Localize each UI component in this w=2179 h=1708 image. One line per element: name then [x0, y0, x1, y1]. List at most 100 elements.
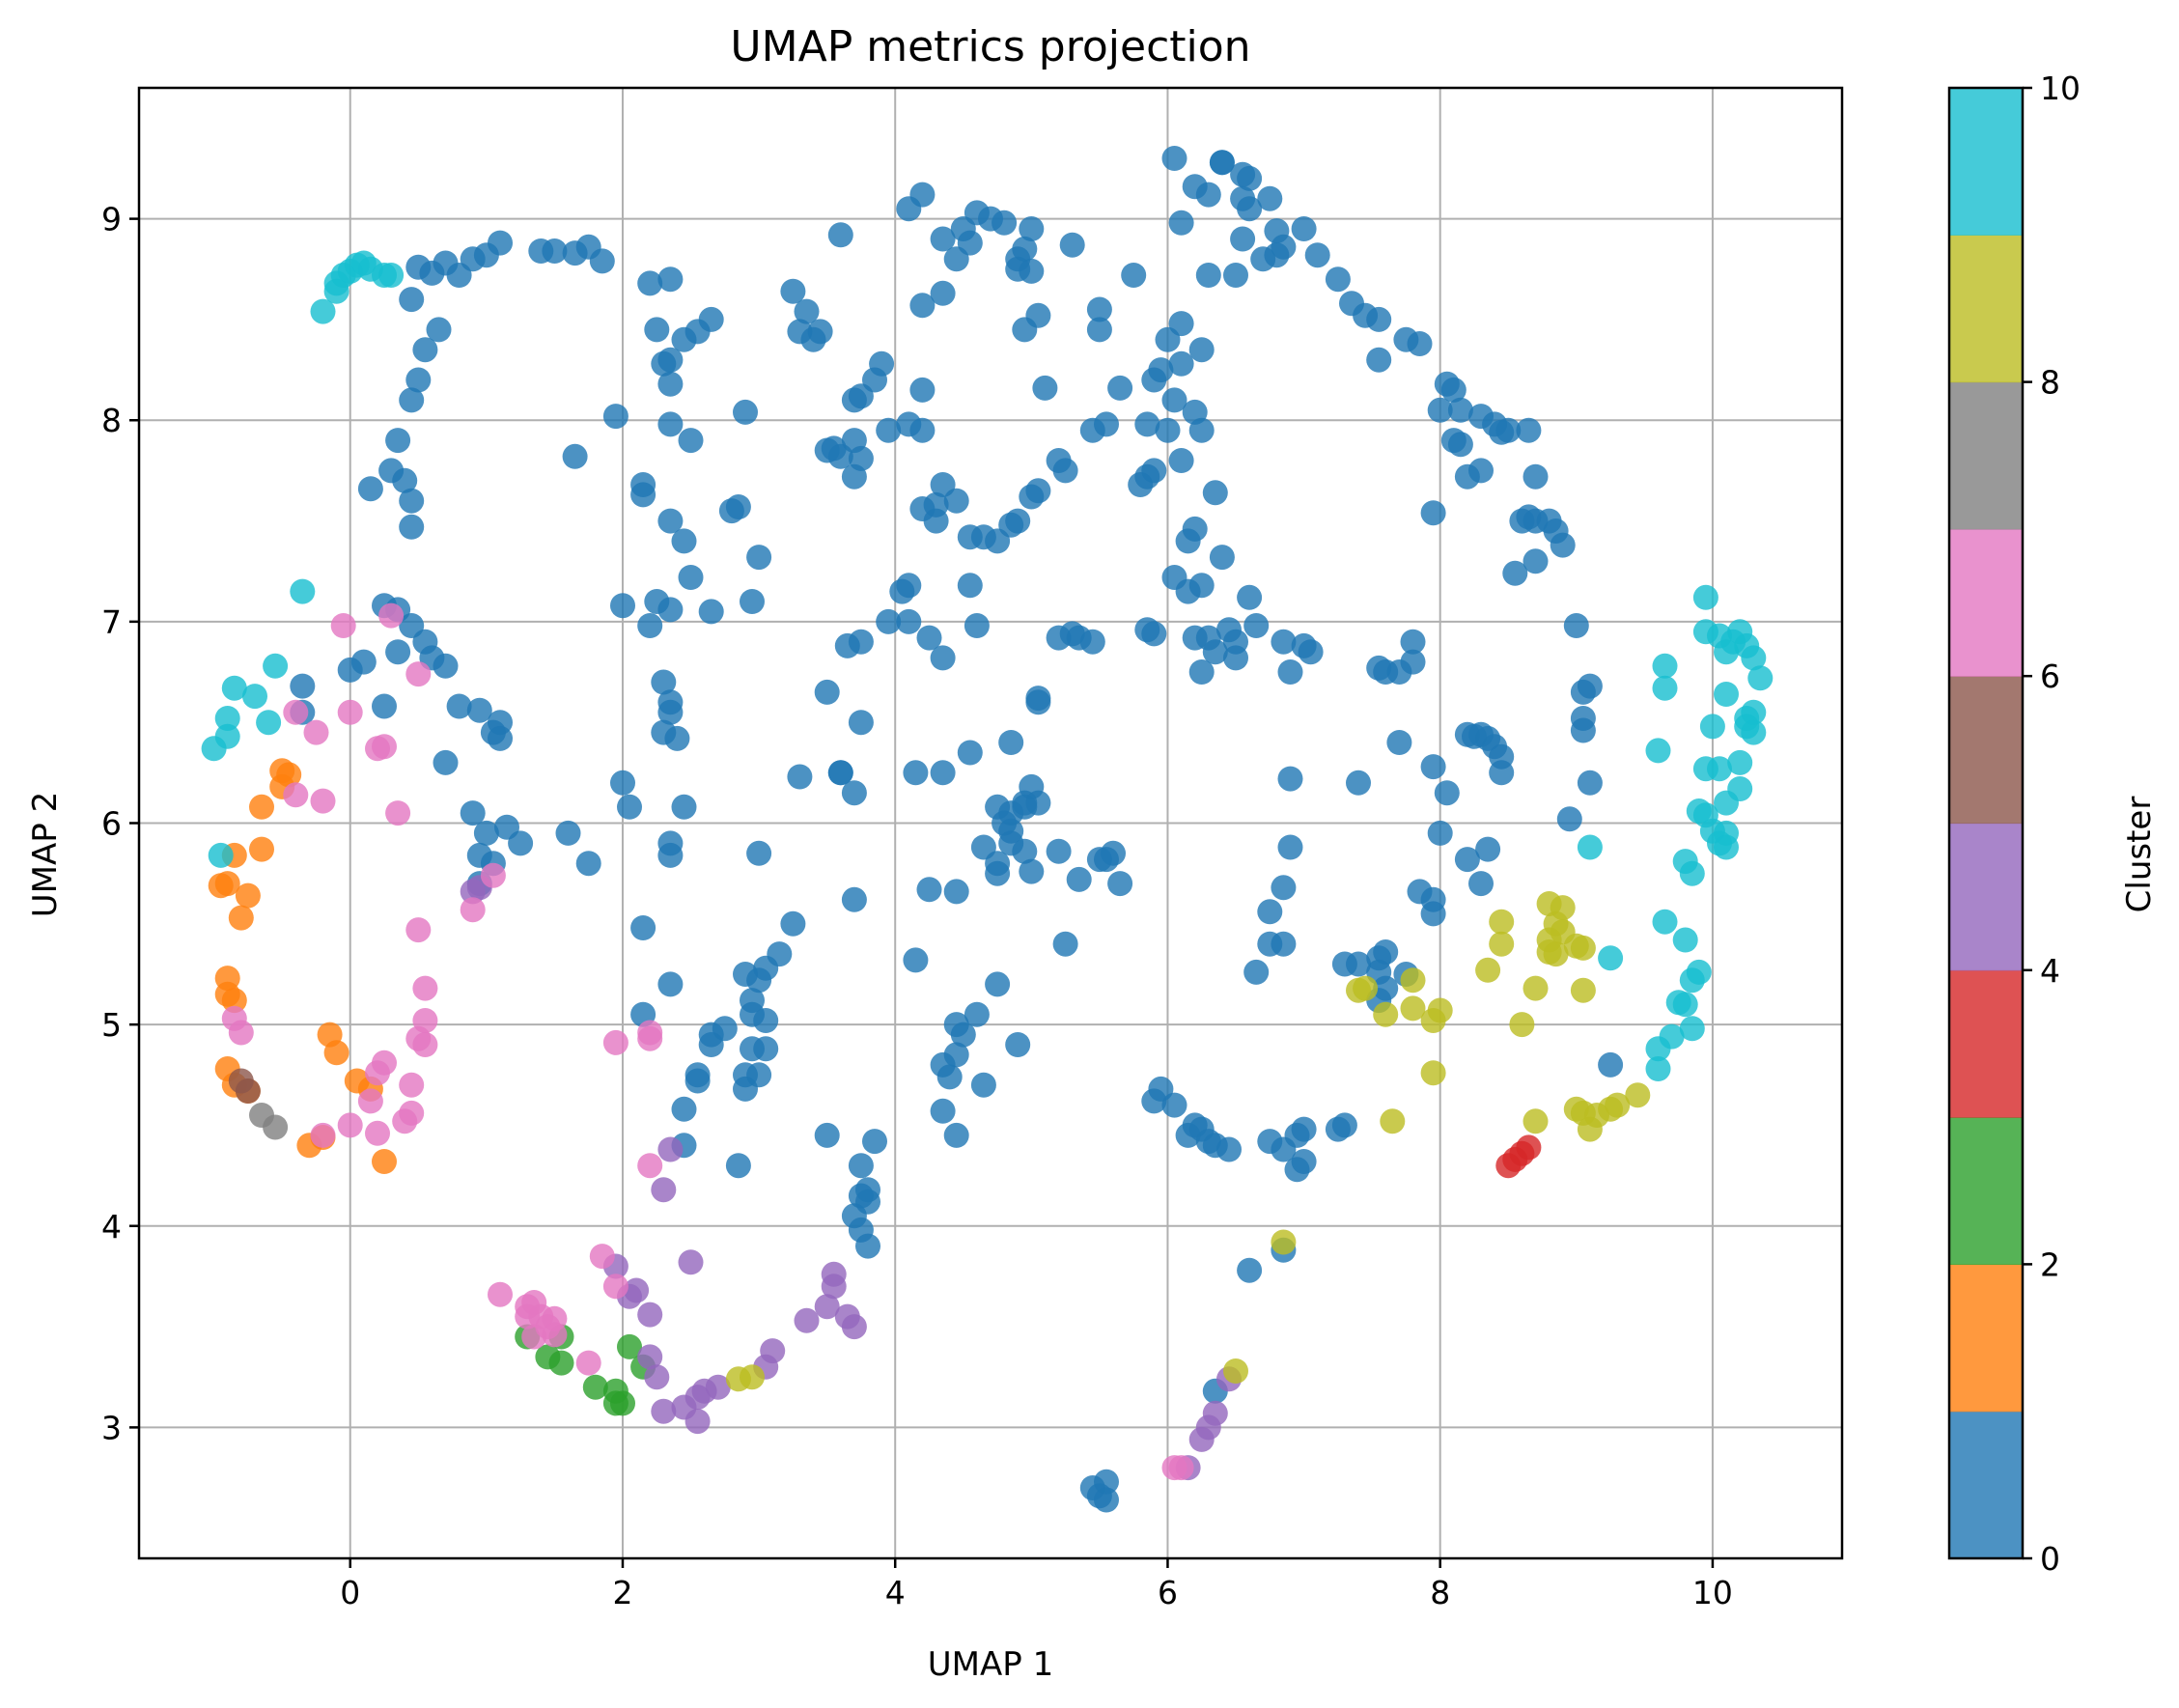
data-point — [698, 599, 724, 625]
data-point — [1598, 945, 1624, 971]
data-point — [1052, 458, 1078, 484]
data-point — [657, 411, 684, 437]
data-point — [1019, 858, 1045, 884]
data-point — [1094, 847, 1119, 873]
data-point — [256, 710, 282, 736]
data-point — [678, 1249, 704, 1275]
data-point — [473, 820, 499, 846]
data-point — [876, 417, 902, 443]
data-point — [602, 1378, 629, 1404]
data-point — [372, 1149, 397, 1174]
data-point — [1523, 975, 1549, 1001]
x-tick-label: 10 — [1692, 1574, 1733, 1611]
data-point — [399, 514, 425, 540]
data-point — [1059, 232, 1085, 258]
data-point — [1025, 686, 1051, 712]
series-cluster-4 — [460, 875, 1242, 1481]
data-point — [651, 669, 677, 695]
data-point — [263, 653, 289, 679]
data-point — [378, 263, 405, 288]
data-point — [1468, 721, 1494, 747]
data-point — [1107, 375, 1133, 401]
data-point — [221, 675, 247, 701]
colorbar-segment — [1949, 528, 2023, 677]
data-point — [1420, 754, 1446, 780]
data-point — [460, 800, 486, 826]
data-point — [1489, 760, 1515, 786]
data-point — [1427, 397, 1453, 423]
data-point — [1686, 959, 1712, 985]
data-point — [1168, 311, 1194, 337]
data-point — [1223, 645, 1248, 671]
data-point — [876, 608, 902, 634]
data-point — [889, 578, 915, 604]
data-point — [930, 226, 956, 252]
data-point — [562, 443, 588, 469]
data-point — [1420, 500, 1446, 526]
data-point — [1420, 901, 1446, 927]
y-tick-label: 6 — [101, 805, 122, 843]
data-point — [1161, 146, 1187, 171]
x-tick-label: 6 — [1158, 1574, 1178, 1611]
data-point — [1257, 899, 1283, 925]
data-point — [1400, 995, 1426, 1022]
data-point — [1692, 756, 1718, 782]
data-point — [323, 1040, 349, 1066]
data-point — [1148, 357, 1174, 383]
data-point — [466, 697, 492, 723]
data-point — [1237, 1257, 1263, 1283]
data-point — [848, 1153, 874, 1179]
data-point — [1121, 263, 1147, 288]
data-point — [664, 725, 690, 751]
data-point — [221, 988, 247, 1014]
data-point — [521, 1324, 547, 1350]
data-point — [1141, 1088, 1167, 1114]
data-point — [365, 1120, 390, 1146]
data-point — [399, 387, 425, 413]
data-point — [228, 1020, 254, 1046]
data-point — [800, 326, 826, 352]
y-tick-label: 7 — [101, 603, 122, 641]
data-point — [827, 760, 853, 786]
data-point — [1489, 931, 1515, 957]
data-point — [725, 494, 751, 519]
data-point — [780, 910, 806, 937]
data-point — [1079, 629, 1105, 655]
data-point — [1223, 1358, 1248, 1384]
data-point — [1373, 1001, 1399, 1027]
y-tick-label: 3 — [101, 1409, 122, 1446]
colorbar: 0 2 4 6 8 10 — [1947, 70, 2081, 1578]
data-point — [610, 593, 635, 619]
data-point — [589, 248, 615, 274]
data-point — [1230, 226, 1256, 252]
data-point — [1012, 317, 1038, 343]
data-point — [1012, 236, 1038, 262]
data-point — [821, 1261, 847, 1287]
data-point — [1304, 242, 1330, 268]
data-point — [1665, 990, 1691, 1016]
data-point — [637, 613, 663, 638]
data-point — [855, 1233, 880, 1259]
data-point — [657, 1136, 684, 1162]
data-point — [1570, 977, 1596, 1003]
data-point — [1652, 675, 1678, 701]
data-point — [1195, 182, 1221, 208]
data-point — [575, 1350, 601, 1376]
data-point — [575, 851, 601, 877]
x-axis-label: UMAP 1 — [928, 1645, 1053, 1684]
data-point — [1202, 480, 1228, 506]
data-point — [630, 915, 656, 940]
series-cluster-5 — [228, 1068, 261, 1104]
y-tick-label: 8 — [101, 402, 122, 439]
data-point — [814, 679, 840, 705]
data-point — [671, 528, 697, 554]
data-point — [1679, 1016, 1705, 1042]
data-point — [1447, 397, 1473, 423]
data-point — [610, 770, 635, 796]
data-point — [1264, 218, 1290, 244]
data-point — [290, 673, 316, 699]
data-point — [657, 842, 684, 868]
data-point — [1019, 216, 1045, 241]
